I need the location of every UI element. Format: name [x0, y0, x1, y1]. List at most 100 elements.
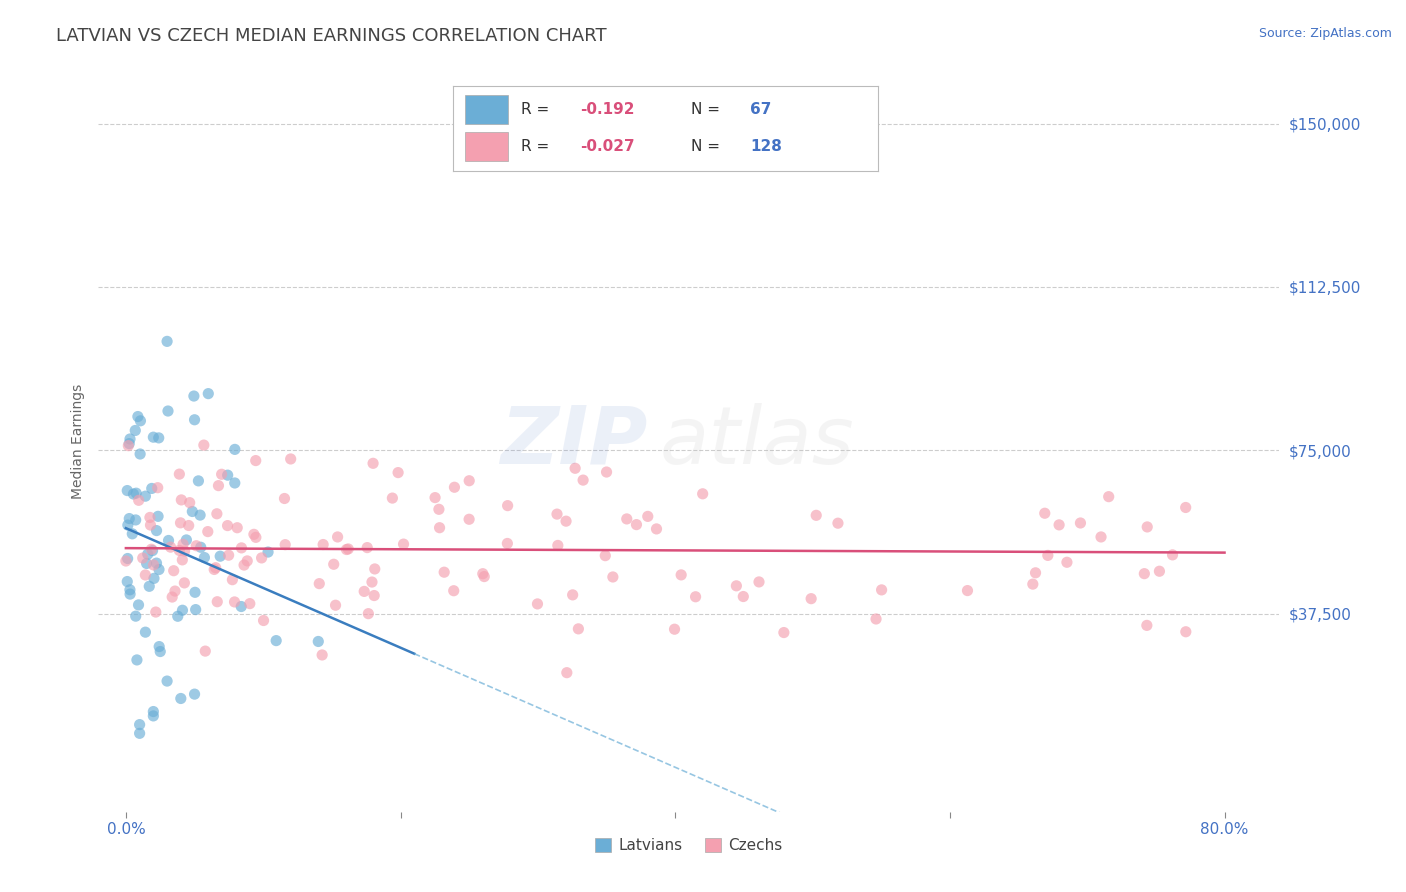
Point	[173, 544, 195, 558]
Point	[139, 510, 162, 524]
Point	[555, 514, 578, 528]
Point	[239, 597, 262, 611]
Point	[117, 574, 139, 589]
Point	[458, 474, 481, 488]
Point	[142, 709, 165, 723]
Point	[496, 499, 519, 513]
Point	[128, 726, 150, 740]
Point	[163, 564, 186, 578]
Point	[357, 607, 380, 621]
Point	[202, 562, 225, 576]
Point	[224, 595, 246, 609]
Point	[526, 597, 548, 611]
Point	[433, 565, 456, 579]
Point	[156, 674, 179, 689]
Point	[172, 603, 194, 617]
Point	[364, 562, 387, 576]
Point	[561, 588, 583, 602]
Point	[250, 550, 273, 565]
Point	[176, 533, 198, 547]
Point	[233, 558, 256, 572]
Point	[118, 511, 141, 525]
Point	[125, 486, 148, 500]
Point	[143, 571, 166, 585]
Point	[188, 508, 211, 522]
Point	[236, 554, 259, 568]
Point	[146, 509, 169, 524]
Point	[179, 496, 201, 510]
Point	[183, 413, 205, 427]
Point	[128, 717, 150, 731]
Point	[733, 590, 755, 604]
Point	[443, 480, 465, 494]
Point	[160, 590, 183, 604]
Point	[1022, 577, 1045, 591]
Point	[423, 491, 446, 505]
Point	[392, 537, 415, 551]
Y-axis label: Median Earnings: Median Earnings	[72, 384, 86, 500]
Point	[335, 542, 357, 557]
Point	[1098, 490, 1121, 504]
Point	[187, 474, 209, 488]
Point	[264, 633, 287, 648]
Point	[595, 465, 617, 479]
Point	[166, 609, 188, 624]
Point	[956, 583, 979, 598]
Point	[353, 584, 375, 599]
Point	[218, 548, 240, 562]
Point	[124, 424, 146, 438]
Point	[128, 493, 150, 508]
Point	[245, 530, 267, 544]
Point	[118, 582, 141, 597]
Point	[381, 491, 404, 505]
Point	[136, 547, 159, 561]
Point	[121, 526, 143, 541]
Point	[163, 584, 186, 599]
Point	[231, 541, 253, 555]
Point	[274, 538, 297, 552]
Point	[224, 475, 246, 490]
Point	[564, 461, 586, 475]
Point	[156, 404, 179, 418]
Text: Source: ZipAtlas.com: Source: ZipAtlas.com	[1258, 27, 1392, 40]
Point	[361, 456, 384, 470]
Point	[637, 509, 659, 524]
Point	[134, 625, 156, 640]
Point	[685, 590, 707, 604]
Point	[134, 568, 156, 582]
Point	[117, 551, 139, 566]
Point	[1133, 566, 1156, 581]
Point	[546, 507, 568, 521]
Point	[273, 491, 295, 506]
Point	[800, 591, 823, 606]
Point	[197, 524, 219, 539]
Point	[197, 386, 219, 401]
Legend: Latvians, Czechs: Latvians, Czechs	[589, 832, 789, 860]
Point	[1033, 506, 1056, 520]
Point	[602, 570, 624, 584]
Point	[129, 447, 152, 461]
Point	[169, 516, 191, 530]
Point	[308, 576, 330, 591]
Point	[148, 640, 170, 654]
Point	[245, 453, 267, 467]
Point	[146, 481, 169, 495]
Point	[311, 648, 333, 662]
Point	[186, 539, 208, 553]
Point	[138, 579, 160, 593]
Point	[145, 605, 167, 619]
Point	[547, 538, 569, 552]
Point	[1069, 516, 1091, 530]
Point	[1136, 520, 1159, 534]
Point	[134, 489, 156, 503]
Point	[141, 542, 163, 557]
Point	[120, 587, 142, 601]
Point	[141, 482, 163, 496]
Point	[1174, 500, 1197, 515]
Point	[135, 557, 157, 571]
Point	[387, 466, 409, 480]
Point	[172, 537, 194, 551]
Point	[1047, 517, 1070, 532]
Point	[148, 431, 170, 445]
Point	[148, 562, 170, 576]
